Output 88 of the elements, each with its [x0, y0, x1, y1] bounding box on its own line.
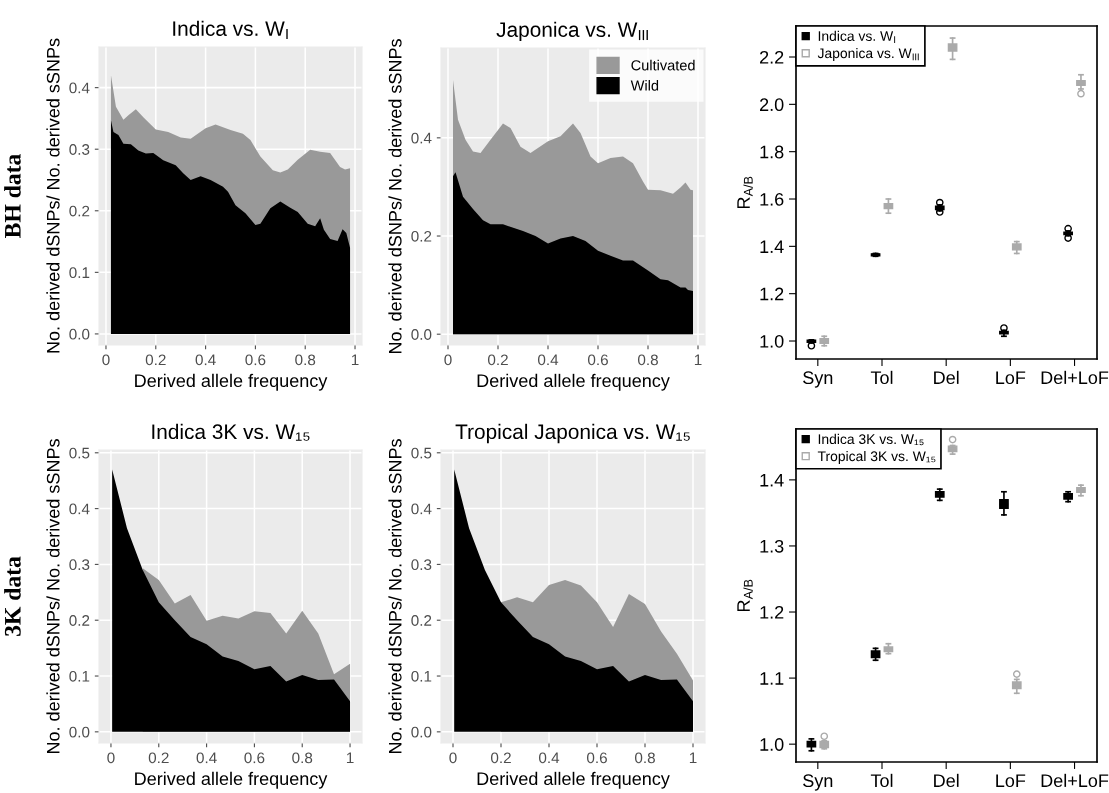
y-tick-label: 0.2 — [69, 615, 90, 626]
legend-label: Indica 3K vs. W₁₅ — [818, 433, 924, 446]
y-tick-label: 1.3 — [760, 539, 784, 553]
x-tick-label: Del+LoF — [1041, 773, 1109, 788]
x-axis-title: Derived allele frequency — [135, 771, 328, 789]
y-axis-title: No. derived dSNPs/ No. derived sSNPs — [46, 439, 60, 754]
x-tick-label: 0.6 — [244, 752, 265, 764]
y-tick-label: 1.0 — [760, 738, 784, 751]
y-axis-title: No. derived dSNPs/ No. derived sSNPs — [388, 439, 402, 754]
x-tick-label: 0.8 — [295, 354, 316, 366]
x-tick-label: 1 — [694, 354, 702, 366]
y-axis-title: No. derived dSNPs/ No. derived sSNPs — [388, 39, 402, 354]
y-tick-label: 0.3 — [69, 144, 90, 155]
y-tick-label: 0.5 — [69, 447, 90, 459]
x-tick-label: 0.8 — [292, 752, 313, 764]
x-tick-label: 0.2 — [148, 752, 169, 764]
x-tick-label: 0.4 — [195, 354, 216, 366]
x-tick-label: Syn — [803, 774, 833, 791]
x-tick-label: 0.4 — [538, 752, 560, 764]
y-tick-label: 0.4 — [69, 82, 90, 94]
y-axis-title: R$_{A/B}$ — [737, 579, 753, 612]
chart-title: Indica 3K vs. W₁₅ — [152, 423, 310, 441]
x-tick-label: 0.8 — [634, 752, 655, 764]
y-tick-label: 0.0 — [411, 726, 432, 738]
legend-label: Wild — [630, 80, 659, 91]
y-tick-label: 1.8 — [760, 145, 784, 159]
y-tick-label: 1.0 — [760, 334, 784, 348]
x-tick-label: 0 — [102, 354, 110, 366]
x-tick-label: Syn — [803, 371, 833, 388]
legend-label: Japonica vs. W$_{III}$ — [817, 47, 919, 61]
x-tick-label: 1 — [351, 354, 359, 366]
y-tick-label: 1.4 — [760, 474, 784, 487]
y-tick-label: 1.4 — [760, 240, 784, 253]
x-tick-label: 0.6 — [587, 354, 608, 366]
y-tick-label: 2.0 — [760, 98, 784, 112]
chart-title: Japonica vs. W$_{III}$ — [496, 21, 648, 42]
x-tick-label: 0 — [107, 752, 115, 764]
y-tick-label: 0.2 — [411, 230, 432, 242]
x-tick-label: LoF — [996, 371, 1026, 385]
legend-label: Tropical 3K vs. W₁₅ — [817, 450, 936, 464]
x-tick-label: 1 — [689, 752, 697, 764]
x-axis-title: Derived allele frequency — [477, 373, 670, 391]
x-tick-label: LoF — [996, 774, 1026, 788]
chart-title: Indica vs. W$_{I}$ — [173, 20, 288, 40]
y-tick-label: 0.3 — [411, 559, 432, 571]
x-tick-label: 0.4 — [537, 354, 559, 366]
y-axis-title: No. derived dSNPs/ No. derived sSNPs — [46, 38, 60, 353]
x-tick-label: Tol — [870, 773, 893, 788]
text: 3K data — [4, 556, 21, 636]
x-axis-title: Derived allele frequency — [135, 373, 328, 391]
y-tick-label: 0.0 — [69, 328, 90, 340]
y-tick-label: 0.5 — [411, 447, 432, 459]
x-tick-label: 0.2 — [145, 354, 166, 366]
y-tick-label: 1.2 — [760, 287, 784, 301]
y-tick-label: 0.2 — [69, 205, 90, 217]
chart-title: Tropical Japonica vs. W₁₅ — [455, 423, 690, 444]
y-tick-label: 0.1 — [411, 670, 432, 682]
x-tick-label: 0.2 — [490, 752, 511, 764]
x-tick-label: 0.2 — [487, 354, 508, 366]
x-tick-label: Del — [934, 370, 959, 385]
x-tick-label: 0.6 — [586, 752, 607, 764]
y-tick-label: 0.3 — [69, 559, 90, 571]
x-tick-label: 0.6 — [245, 354, 266, 366]
x-tick-label: Del — [934, 773, 959, 788]
x-tick-label: Tol — [870, 370, 893, 385]
x-tick-label: 0 — [444, 354, 452, 366]
legend-label: Cultivated — [631, 59, 695, 71]
y-axis-title: R$_{A/B}$ — [737, 176, 753, 209]
y-tick-label: 1.2 — [760, 605, 784, 619]
x-tick-label: 1 — [346, 752, 354, 764]
y-tick-label: 0.1 — [69, 670, 90, 682]
y-tick-label: 1.6 — [760, 192, 784, 206]
x-tick-label: 0 — [449, 752, 457, 764]
y-tick-label: 0.1 — [69, 267, 90, 279]
x-tick-label: 0.4 — [196, 752, 217, 764]
y-tick-label: 2.2 — [760, 50, 784, 64]
x-axis-title: Derived allele frequency — [477, 771, 670, 789]
text: BH data — [4, 154, 21, 238]
x-tick-label: 0.8 — [637, 354, 658, 366]
y-tick-label: 0.4 — [411, 132, 432, 144]
legend-label: Indica vs. W$_{I}$ — [818, 30, 896, 44]
y-tick-label: 0.0 — [69, 726, 90, 738]
y-tick-label: 0.0 — [411, 329, 432, 340]
y-tick-label: 0.2 — [411, 615, 432, 626]
y-tick-label: 0.4 — [69, 503, 90, 515]
y-tick-label: 0.4 — [411, 503, 432, 515]
x-tick-label: Del+LoF — [1041, 370, 1109, 385]
y-tick-label: 1.1 — [760, 672, 784, 685]
